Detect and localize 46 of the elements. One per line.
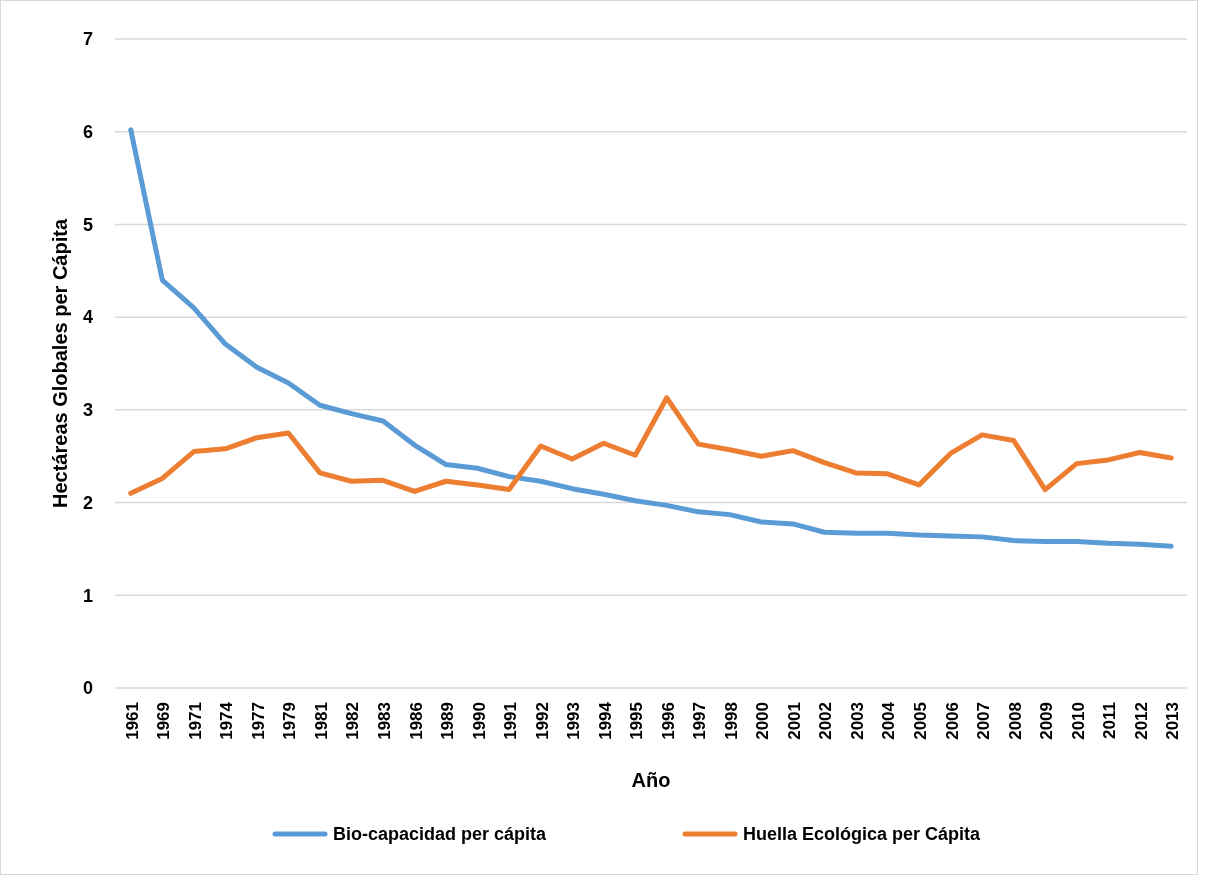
- x-tick-label: 2013: [1163, 702, 1183, 740]
- x-tick-label: 2001: [784, 702, 804, 740]
- x-tick-label: 1979: [280, 702, 300, 740]
- x-tick-label: 1995: [627, 702, 647, 740]
- x-tick-label: 1991: [501, 702, 521, 740]
- x-tick-label: 1989: [438, 702, 458, 740]
- x-tick-label: 2000: [753, 702, 773, 740]
- x-tick-label: 1986: [406, 702, 426, 740]
- x-tick-label: 2008: [1005, 702, 1025, 740]
- x-tick-label: 2004: [879, 701, 899, 740]
- x-tick-label: 2002: [816, 702, 836, 740]
- x-tick-label: 2011: [1100, 702, 1120, 739]
- x-tick-label: 1974: [217, 701, 237, 740]
- x-tick-label: 1982: [343, 702, 363, 740]
- x-tick-label: 2003: [847, 702, 867, 740]
- x-tick-label: 1994: [595, 701, 615, 740]
- legend-label: Bio-capacidad per cápita: [333, 824, 548, 845]
- x-tick-label: 1981: [311, 702, 331, 740]
- y-tick-label: 1: [82, 585, 93, 606]
- x-tick-label: 2005: [911, 702, 930, 740]
- x-tick-label: 1990: [469, 702, 489, 740]
- x-tick-label: 1997: [690, 702, 710, 740]
- y-tick-label: 3: [82, 400, 93, 421]
- y-tick-label: 5: [82, 214, 93, 235]
- x-axis-title: Año: [631, 769, 671, 791]
- x-tick-label: 1961: [122, 702, 142, 740]
- y-tick-label: 6: [82, 122, 93, 143]
- x-tick-label: 1998: [721, 702, 741, 740]
- x-tick-label: 2009: [1037, 702, 1057, 740]
- x-tick-label: 1996: [658, 702, 678, 740]
- legend-label: Huella Ecológica per Cápita: [743, 824, 982, 845]
- x-tick-label: 1992: [532, 702, 552, 740]
- y-tick-label: 0: [82, 678, 93, 699]
- x-tick-label: 2012: [1131, 702, 1151, 740]
- y-tick-label: 7: [82, 29, 93, 50]
- x-tick-label: 2010: [1068, 702, 1088, 740]
- x-tick-label: 1971: [185, 702, 205, 740]
- y-tick-label: 4: [82, 307, 93, 328]
- y-tick-label: 2: [82, 492, 93, 513]
- x-tick-label: 1977: [248, 702, 268, 740]
- x-tick-label: 2006: [942, 702, 962, 740]
- x-tick-label: 1983: [375, 702, 394, 740]
- y-axis-title: Hectáreas Globales per Cápita: [49, 218, 71, 509]
- x-tick-label: 2007: [974, 702, 994, 740]
- x-tick-label: 1969: [154, 702, 174, 740]
- x-tick-label: 1993: [564, 702, 584, 740]
